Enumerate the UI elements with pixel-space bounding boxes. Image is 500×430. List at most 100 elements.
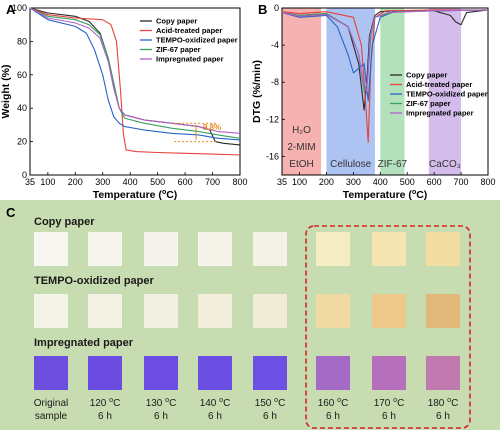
swatch-r1-c4 [253,294,287,328]
panel-a-letter: A [6,2,16,17]
panel-b-letter: B [258,2,267,17]
swatch-r0-c0 [34,232,68,266]
x-tick-label-1: 100 [40,177,55,187]
caption-7-0: 180 oC [428,397,459,409]
caption-4-1: 6 h [263,411,277,422]
caption-0-1: sample [35,411,68,422]
y-tick-label-1: -4 [271,40,279,50]
swatch-r2-c4 [253,356,287,390]
band-0 [282,8,322,175]
x-tick-label-8: 800 [232,177,247,187]
legend-entry-2: TEMPO-oxidized paper [406,90,488,99]
x-tick-label-1: 100 [292,177,307,187]
x-tick-label-7: 700 [205,177,220,187]
y-tick-label-2: -8 [271,77,279,87]
band-3 [428,8,462,175]
x-tick-label-6: 600 [427,177,442,187]
y-tick-label-5: 100 [12,3,27,13]
y-tick-label-2: 40 [17,103,27,113]
legend-entry-2: TEMPO-oxidized paper [156,36,238,45]
swatch-r2-c6 [372,356,406,390]
band-label-3-0: CaCO₃ [429,159,461,170]
row-title-2: Impregnated paper [34,337,134,349]
band-label-2-0: ZIF-67 [378,159,408,170]
legend-entry-1: Acid-treated paper [406,80,472,89]
panel-a: A 35 100 200 300 400 500 600 700 800 0 20 40 60 80 100… [0,2,248,201]
annotation-label: 9.8% [203,123,221,132]
y-tick-label-3: -12 [266,114,279,124]
caption-1-0: 120 oC [90,397,121,409]
swatch-r1-c7 [426,294,460,328]
band-label-0-2: EtOH [289,159,313,170]
band-2 [380,8,405,175]
row-title-0: Copy paper [34,216,95,228]
swatch-r0-c3 [198,232,232,266]
y-tick-label-0: 0 [22,170,27,180]
swatch-r1-c6 [372,294,406,328]
swatch-r0-c7 [426,232,460,266]
x-tick-label-3: 300 [95,177,110,187]
caption-6-0: 170 oC [374,397,405,409]
x-axis-label: Temperature (oC) [93,189,178,201]
plot-frame [29,7,241,176]
caption-6-1: 6 h [382,411,396,422]
swatch-r0-c1 [88,232,122,266]
caption-5-1: 6 h [326,411,340,422]
swatch-r0-c4 [253,232,287,266]
y-axis-label: DTG (%/min) [251,60,263,123]
x-tick-label-0: 35 [25,177,35,187]
y-tick-label-4: 80 [17,36,27,46]
swatch-r1-c5 [316,294,350,328]
x-tick-label-6: 600 [178,177,193,187]
swatch-r1-c0 [34,294,68,328]
panel-c-swatch-grid: Copy paper TEMPO-oxidized paper Impregnate… [34,216,471,429]
y-tick-label-1: 20 [17,137,27,147]
swatch-r2-c2 [144,356,178,390]
panel-b-plot-area: H₂O 2-MIM EtOH Cellulose ZIF-67 CaCO₃ 35 100 200… [251,3,496,201]
x-tick-label-2: 200 [68,177,83,187]
legend-entry-3: ZIF-67 paper [156,45,201,54]
legend-entry-1: Acid-treated paper [156,26,222,35]
swatch-r2-c7 [426,356,460,390]
y-tick-label-3: 60 [17,70,27,80]
series-line-acid-treated-paper [281,9,488,144]
y-axis-label: Weight (%) [0,64,12,118]
x-tick-label-3: 300 [346,177,361,187]
swatch-r2-c3 [198,356,232,390]
caption-4-0: 150 oC [255,397,286,409]
x-tick-label-8: 800 [480,177,495,187]
row-title-1: TEMPO-oxidized paper [34,275,155,287]
legend-entry-4: Impregnated paper [406,109,474,118]
panel-c-letter: C [6,205,16,220]
x-tick-label-2: 200 [319,177,334,187]
swatch-r0-c5 [316,232,350,266]
panel-c-background [0,200,500,430]
caption-2-1: 6 h [154,411,168,422]
legend-entry-4: Impregnated paper [156,55,224,64]
caption-5-0: 160 oC [318,397,349,409]
swatch-r0-c2 [144,232,178,266]
caption-1-1: 6 h [98,411,112,422]
x-tick-label-5: 500 [150,177,165,187]
swatch-r1-c3 [198,294,232,328]
swatch-r1-c1 [88,294,122,328]
caption-3-0: 140 oC [200,397,231,409]
legend-entry-3: ZIF-67 paper [406,99,451,108]
x-axis-label: Temperature (oC) [343,189,428,201]
legend-entry-0: Copy paper [156,17,197,26]
caption-7-1: 6 h [436,411,450,422]
band-label-0-0: H₂O [292,125,311,136]
x-tick-label-4: 400 [373,177,388,187]
caption-0-0: Original [34,398,68,409]
series-line-impregnated-paper [281,9,489,93]
caption-3-1: 6 h [208,411,222,422]
x-tick-label-4: 400 [123,177,138,187]
panel-b: B H₂O 2-MIM EtOH Cellulose ZIF-67 CaCO₃ 35 100 2… [251,2,496,201]
panel-c: C Copy paper TEMPO-oxidized paper Impregna… [0,200,500,430]
plot-frame [281,7,489,176]
swatch-r0-c6 [372,232,406,266]
swatch-r2-c1 [88,356,122,390]
series-line-impregnated-paper [29,7,241,134]
highlight-box [305,225,471,429]
